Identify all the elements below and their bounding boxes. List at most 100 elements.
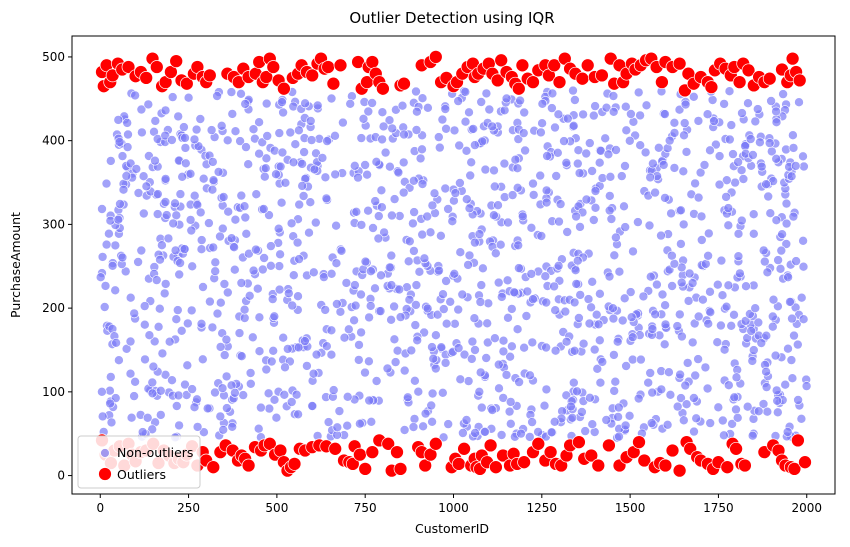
non-outlier-point bbox=[585, 392, 595, 403]
non-outlier-point bbox=[731, 404, 741, 415]
non-outlier-point bbox=[438, 304, 449, 314]
non-outlier-point bbox=[279, 389, 290, 400]
outlier-point bbox=[489, 460, 503, 475]
non-outlier-point bbox=[679, 130, 689, 141]
non-outlier-point bbox=[788, 143, 799, 153]
non-outlier-point bbox=[487, 121, 498, 132]
non-outlier-point bbox=[693, 192, 704, 203]
outlier-point bbox=[345, 457, 360, 471]
non-outlier-point bbox=[335, 306, 346, 317]
y-axis-label: PurchaseAmount bbox=[8, 212, 23, 318]
non-outlier-point bbox=[522, 286, 533, 297]
outlier-point bbox=[365, 445, 380, 459]
non-outlier-point bbox=[291, 389, 302, 400]
non-outlier-point bbox=[581, 148, 592, 159]
non-outlier-point bbox=[95, 272, 106, 283]
non-outlier-point bbox=[168, 218, 178, 229]
non-outlier-point bbox=[626, 312, 637, 323]
x-tick-label: 1500 bbox=[615, 501, 646, 515]
non-outlier-point bbox=[700, 259, 711, 269]
non-outlier-point bbox=[160, 279, 171, 289]
non-outlier-point bbox=[180, 143, 191, 153]
non-outlier-point bbox=[363, 205, 373, 216]
non-outlier-point bbox=[727, 419, 737, 429]
non-outlier-point bbox=[626, 109, 636, 119]
non-outlier-point bbox=[246, 378, 256, 389]
non-outlier-point bbox=[762, 406, 773, 417]
non-outlier-point bbox=[505, 397, 516, 407]
non-outlier-point bbox=[616, 171, 627, 181]
non-outlier-point bbox=[411, 125, 422, 135]
non-outlier-point bbox=[684, 268, 695, 279]
non-outlier-point bbox=[683, 296, 694, 306]
non-outlier-point bbox=[297, 181, 308, 191]
non-outlier-point bbox=[351, 207, 362, 217]
non-outlier-point bbox=[612, 336, 623, 347]
non-outlier-point bbox=[600, 133, 611, 144]
non-outlier-point bbox=[528, 178, 538, 189]
non-outlier-point bbox=[748, 345, 759, 355]
outlier-point bbox=[552, 75, 567, 89]
outlier-point bbox=[791, 433, 805, 448]
non-outlier-point bbox=[551, 171, 562, 181]
non-outlier-point bbox=[356, 289, 366, 300]
non-outlier-point bbox=[516, 428, 526, 439]
non-outlier-point bbox=[245, 368, 256, 378]
non-outlier-point bbox=[745, 134, 756, 144]
non-outlier-point bbox=[571, 279, 582, 289]
non-outlier-point bbox=[172, 401, 182, 411]
x-tick-label: 750 bbox=[354, 501, 377, 515]
outlier-point bbox=[547, 58, 562, 73]
non-outlier-point bbox=[294, 254, 304, 264]
non-outlier-point bbox=[299, 147, 309, 157]
non-outlier-point bbox=[519, 342, 529, 353]
non-outlier-point bbox=[186, 225, 197, 236]
non-outlier-point bbox=[781, 239, 792, 249]
non-outlier-point bbox=[409, 246, 419, 256]
non-outlier-point bbox=[676, 205, 686, 216]
x-axis-ticks: 0 250 500 750 1000 1250 1500 1750 2000 bbox=[96, 494, 822, 515]
outlier-point bbox=[738, 458, 752, 473]
non-outlier-point bbox=[261, 364, 272, 375]
non-outlier-point bbox=[208, 175, 219, 185]
non-outlier-point bbox=[460, 87, 471, 97]
non-outlier-point bbox=[393, 167, 404, 178]
non-outlier-point bbox=[681, 399, 692, 410]
non-outlier-point bbox=[617, 315, 628, 326]
non-outlier-point bbox=[129, 308, 139, 319]
outlier-point bbox=[575, 71, 590, 86]
non-outlier-point bbox=[541, 197, 552, 208]
non-outlier-point bbox=[425, 227, 436, 238]
outlier-point bbox=[785, 51, 800, 66]
non-outlier-point bbox=[513, 134, 524, 144]
non-outlier-point bbox=[501, 370, 512, 380]
non-outlier-point bbox=[398, 157, 409, 168]
non-outlier-point bbox=[312, 100, 323, 111]
non-outlier-point bbox=[238, 390, 248, 400]
non-outlier-point bbox=[143, 99, 154, 110]
non-outlier-point bbox=[262, 131, 273, 141]
non-outlier-point bbox=[463, 260, 473, 270]
non-outlier-point bbox=[750, 303, 761, 314]
non-outlier-point bbox=[196, 318, 207, 329]
non-outlier-point bbox=[189, 134, 200, 145]
non-outlier-point bbox=[310, 217, 321, 228]
non-outlier-point bbox=[443, 204, 453, 214]
non-outlier-point bbox=[254, 148, 264, 159]
non-outlier-point bbox=[506, 304, 517, 314]
non-outlier-point bbox=[449, 268, 460, 279]
non-outlier-point bbox=[409, 207, 419, 217]
non-outlier-point bbox=[353, 172, 363, 183]
non-outlier-point bbox=[591, 309, 602, 320]
non-outlier-point bbox=[288, 101, 299, 112]
non-outlier-point bbox=[648, 158, 658, 169]
outlier-point bbox=[595, 68, 609, 83]
non-outlier-point bbox=[210, 257, 221, 268]
non-outlier-point bbox=[608, 91, 619, 101]
non-outlier-point bbox=[609, 250, 620, 261]
non-outlier-point bbox=[512, 324, 523, 335]
non-outlier-point bbox=[179, 244, 190, 254]
non-outlier-point bbox=[524, 432, 535, 442]
non-outlier-point bbox=[167, 375, 177, 386]
